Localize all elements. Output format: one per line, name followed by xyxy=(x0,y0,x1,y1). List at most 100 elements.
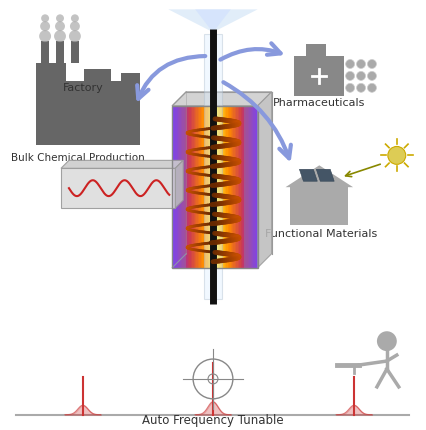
Polygon shape xyxy=(168,9,258,31)
Polygon shape xyxy=(174,106,175,267)
Polygon shape xyxy=(207,106,208,267)
Polygon shape xyxy=(294,56,344,96)
Polygon shape xyxy=(235,106,236,267)
Polygon shape xyxy=(221,106,222,267)
Polygon shape xyxy=(225,106,226,267)
Circle shape xyxy=(54,30,66,42)
Polygon shape xyxy=(195,106,196,267)
Polygon shape xyxy=(218,106,219,267)
Polygon shape xyxy=(245,106,246,267)
Polygon shape xyxy=(216,106,218,267)
Polygon shape xyxy=(248,106,249,267)
Circle shape xyxy=(368,59,377,68)
Circle shape xyxy=(345,59,354,68)
Circle shape xyxy=(357,83,366,92)
Polygon shape xyxy=(195,9,231,31)
Polygon shape xyxy=(202,106,204,267)
Polygon shape xyxy=(179,106,181,267)
Polygon shape xyxy=(194,106,195,267)
Circle shape xyxy=(56,14,64,22)
Polygon shape xyxy=(176,106,178,267)
Circle shape xyxy=(55,21,65,31)
Polygon shape xyxy=(178,106,179,267)
Polygon shape xyxy=(182,106,184,267)
Polygon shape xyxy=(224,106,225,267)
Polygon shape xyxy=(201,106,202,267)
Polygon shape xyxy=(204,34,222,299)
Polygon shape xyxy=(230,106,232,267)
Polygon shape xyxy=(241,106,242,267)
Polygon shape xyxy=(121,73,141,81)
Polygon shape xyxy=(172,106,174,267)
Polygon shape xyxy=(71,41,79,63)
Polygon shape xyxy=(36,81,141,145)
Polygon shape xyxy=(175,160,183,208)
Polygon shape xyxy=(209,106,211,267)
Polygon shape xyxy=(189,106,191,267)
Circle shape xyxy=(357,59,366,68)
Polygon shape xyxy=(84,69,111,81)
Polygon shape xyxy=(299,169,317,181)
Circle shape xyxy=(345,71,354,80)
Polygon shape xyxy=(246,106,248,267)
Polygon shape xyxy=(185,106,187,267)
Circle shape xyxy=(377,331,397,351)
Polygon shape xyxy=(219,106,221,267)
Polygon shape xyxy=(181,106,182,267)
Polygon shape xyxy=(36,63,66,81)
Polygon shape xyxy=(226,106,228,267)
Text: Pharmaceuticals: Pharmaceuticals xyxy=(273,98,366,108)
Circle shape xyxy=(71,14,79,22)
Polygon shape xyxy=(184,106,185,267)
Circle shape xyxy=(368,83,377,92)
Polygon shape xyxy=(250,106,252,267)
Polygon shape xyxy=(285,165,353,187)
Polygon shape xyxy=(205,106,207,267)
Polygon shape xyxy=(199,106,201,267)
Circle shape xyxy=(388,147,406,164)
Polygon shape xyxy=(198,106,199,267)
Polygon shape xyxy=(238,106,239,267)
Text: Auto Frequency Tunable: Auto Frequency Tunable xyxy=(142,414,284,427)
Polygon shape xyxy=(211,106,212,267)
Polygon shape xyxy=(41,41,49,63)
Polygon shape xyxy=(228,106,229,267)
Polygon shape xyxy=(192,106,194,267)
Polygon shape xyxy=(233,106,235,267)
Circle shape xyxy=(39,30,51,42)
Polygon shape xyxy=(255,106,256,267)
Polygon shape xyxy=(244,106,258,267)
Circle shape xyxy=(345,83,354,92)
Circle shape xyxy=(41,14,49,22)
Polygon shape xyxy=(208,106,209,267)
Polygon shape xyxy=(204,106,205,267)
Circle shape xyxy=(357,71,366,80)
Polygon shape xyxy=(239,106,241,267)
Polygon shape xyxy=(56,41,64,63)
Polygon shape xyxy=(215,106,216,267)
Polygon shape xyxy=(244,106,245,267)
Polygon shape xyxy=(242,106,244,267)
Polygon shape xyxy=(61,168,175,208)
Polygon shape xyxy=(188,106,189,267)
Polygon shape xyxy=(187,106,188,267)
Polygon shape xyxy=(258,92,272,267)
Polygon shape xyxy=(222,106,224,267)
Polygon shape xyxy=(229,106,230,267)
Polygon shape xyxy=(252,106,253,267)
Circle shape xyxy=(368,71,377,80)
Polygon shape xyxy=(232,106,233,267)
Circle shape xyxy=(70,21,80,31)
Text: Functional Materials: Functional Materials xyxy=(265,229,377,239)
Polygon shape xyxy=(249,106,250,267)
Polygon shape xyxy=(306,44,326,56)
Polygon shape xyxy=(191,106,192,267)
Polygon shape xyxy=(291,187,348,225)
Polygon shape xyxy=(253,106,255,267)
Text: Factory: Factory xyxy=(63,83,103,93)
Polygon shape xyxy=(175,106,176,267)
Polygon shape xyxy=(213,106,215,267)
Polygon shape xyxy=(61,160,183,168)
Polygon shape xyxy=(196,106,198,267)
Polygon shape xyxy=(317,169,334,181)
